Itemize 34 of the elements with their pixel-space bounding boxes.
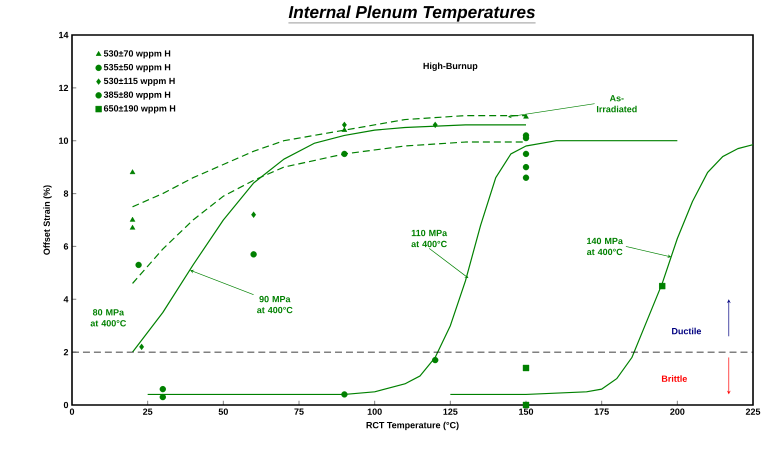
x-tick-label: 25: [142, 408, 152, 415]
legend-label: 535±50 wppm H: [104, 64, 170, 72]
y-axis-title: Offset Strain (%): [43, 185, 52, 255]
y-tick-label: 6: [64, 243, 68, 250]
x-tick-label: 75: [294, 408, 304, 415]
x-axis-title: RCT Temperature (°C): [366, 422, 459, 430]
y-tick-label: 4: [64, 296, 68, 302]
y-tick-label: 8: [64, 190, 68, 197]
y-tick-label: 2: [64, 349, 68, 356]
annotation: 90 MPa at 400°C: [257, 296, 293, 314]
x-tick-label: 225: [746, 408, 760, 415]
y-tick-label: 12: [59, 84, 68, 91]
annotation: Brittle: [662, 375, 687, 382]
annotation: 110 MPa at 400°C: [411, 230, 448, 248]
x-tick-label: 50: [218, 408, 228, 415]
x-tick-label: 125: [443, 408, 458, 415]
legend-label: 385±80 wppm H: [104, 91, 170, 100]
x-tick-label: 175: [594, 408, 609, 415]
annotation: 140 MPa at 400°C: [586, 238, 623, 256]
annotation: High-Burnup: [424, 62, 478, 71]
annotation: 80 MPa at 400°C: [90, 309, 126, 326]
legend-label: 530±70 wppm H: [104, 50, 170, 58]
chart-title: Internal Plenum Temperatures: [288, 6, 535, 22]
annotation: Ductile: [672, 328, 702, 334]
x-tick-label: 200: [670, 408, 684, 415]
y-tick-label: 14: [59, 32, 68, 38]
legend-label: 650±190 wppm H: [104, 105, 176, 114]
x-tick-label: 100: [368, 408, 382, 415]
y-tick-label: 0: [64, 402, 68, 408]
y-tick-label: 10: [59, 138, 68, 144]
legend-label: 530±115 wppm H: [104, 78, 175, 86]
x-tick-label: 0: [70, 408, 74, 415]
x-tick-label: 150: [519, 408, 534, 415]
annotation: As-Irradiated: [596, 95, 637, 112]
